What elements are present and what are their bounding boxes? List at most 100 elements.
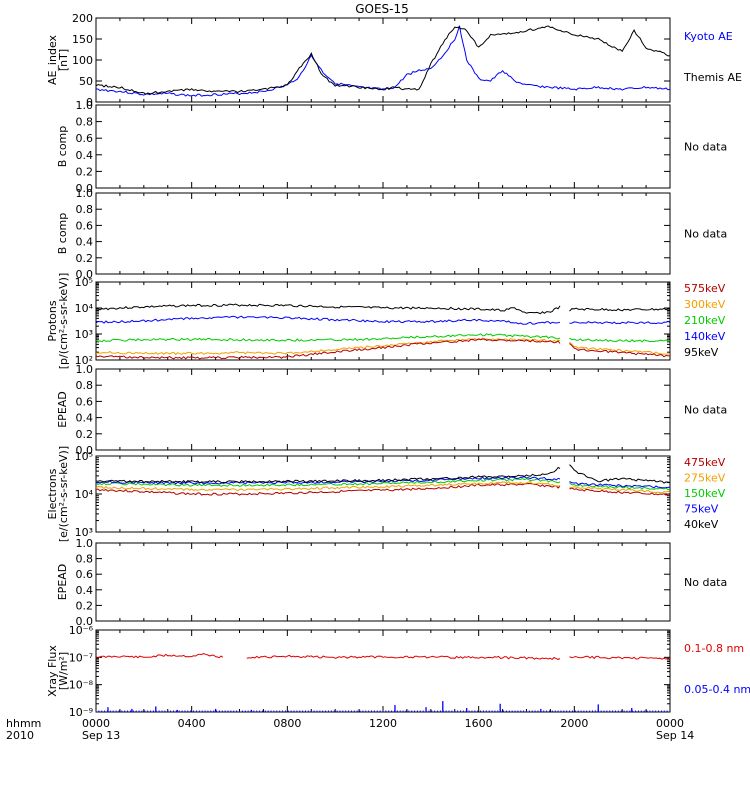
y-tick-label: 100: [72, 54, 93, 67]
panel-frame: [95, 629, 671, 713]
panel-frame: [95, 281, 671, 361]
y-axis-label: EPEAD: [56, 564, 69, 601]
panel-frame: [95, 192, 671, 275]
series-140kev-seg-1: [569, 320, 671, 325]
legend-entry-40kev: 40keV: [684, 518, 719, 531]
y-axis-label: AE_index: [46, 34, 59, 85]
legend-entry-150kev: 150keV: [684, 487, 726, 500]
series-475kev-seg-1: [569, 487, 671, 496]
y-tick-label: 0.8: [76, 203, 94, 216]
y-tick-label: 0.2: [76, 252, 94, 265]
series-300kev-seg-1: [569, 341, 670, 355]
y-axis-label: EPEAD: [56, 391, 69, 428]
y-tick-label: 0.2: [76, 428, 94, 441]
y-tick-label: 10⁵: [75, 276, 93, 289]
y-axis-label: [W/m²]: [57, 652, 70, 690]
y-axis-label: Protons: [46, 300, 59, 341]
series-575kev: [95, 338, 671, 360]
series-275kev-seg-1: [569, 486, 671, 494]
panel-b1: 0.0 0.2 0.4 0.6 0.8 1.0 B comp No data: [56, 99, 727, 195]
y-tick-label: 10⁻⁹: [69, 706, 93, 719]
y-tick-label: 10³: [75, 328, 93, 341]
y-axis-label: B comp: [56, 213, 69, 255]
y-tick-label: 0.8: [76, 553, 94, 566]
y-tick-label: 0.6: [76, 395, 94, 408]
series-0-05-0-4-nm: [95, 701, 668, 712]
series-275kev-seg-0: [95, 481, 561, 492]
y-tick-label: 1.0: [76, 537, 94, 550]
series-kyoto-ae: [96, 25, 671, 97]
series-75kev-seg-0: [95, 476, 561, 485]
x-corner-label-hhmm: hhmm: [6, 717, 41, 730]
series-140kev: [95, 315, 671, 325]
y-axis-label: Xray Flux: [46, 645, 59, 697]
legend-entry-575kev: 575keV: [684, 282, 726, 295]
y-tick-label: 0.6: [76, 219, 94, 232]
x-tick-label: 1200: [369, 717, 397, 730]
series-150kev: [95, 478, 671, 491]
y-tick-label: 10⁴: [75, 302, 94, 315]
legend-entry-275kev: 275keV: [684, 472, 726, 485]
legend-entry-kyoto-ae: Kyoto AE: [684, 30, 733, 43]
series-275kev: [95, 481, 671, 494]
y-tick-label: 0.4: [76, 236, 94, 249]
y-tick-label: 10⁴: [75, 488, 94, 501]
y-axis-label: B comp: [56, 126, 69, 168]
panel-electrons: 10³ 10⁴ 10⁵ Electrons[e/(cm²-s-sr-keV)] 475k…: [46, 446, 726, 542]
series-40kev-seg-1: [569, 464, 671, 484]
legend-entry-475kev: 475keV: [684, 456, 726, 469]
no-data-label: No data: [684, 141, 727, 154]
y-tick-label: 1.0: [76, 187, 94, 200]
series-475kev: [95, 482, 671, 496]
y-tick-label: 0.0: [76, 182, 94, 195]
x-tick-label: 0800: [273, 717, 301, 730]
panel-epead1: 0.0 0.2 0.4 0.6 0.8 1.0 EPEAD No data: [56, 363, 727, 457]
series-0-1-0-8-nm: [95, 653, 671, 661]
y-tick-label: 0.4: [76, 584, 94, 597]
y-tick-label: 0.6: [76, 132, 94, 145]
series-themis-ae: [95, 25, 671, 95]
y-tick-label: 0.0: [76, 268, 94, 281]
series-475kev-seg-0: [95, 482, 561, 496]
series-210kev: [95, 333, 671, 343]
y-tick-label: 10⁻⁶: [69, 624, 94, 637]
series-themis-ae-seg-0: [95, 25, 671, 95]
series-575kev-seg-1: [569, 343, 671, 358]
x-corner-label-year: 2010: [6, 729, 34, 742]
x-tick-label: 0400: [178, 717, 206, 730]
panel-frame: [95, 455, 671, 533]
y-axis-label: [e/(cm²-s-sr-keV)]: [57, 446, 70, 542]
chart-title: GOES-15: [355, 2, 409, 16]
series-95kev-seg-0: [95, 303, 561, 315]
series-kyoto-ae-seg-0: [96, 25, 671, 97]
y-tick-label: 10⁻⁷: [69, 651, 93, 664]
y-tick-label: 0.0: [76, 444, 94, 457]
series-40kev: [95, 464, 671, 484]
series-575kev-seg-0: [95, 338, 561, 360]
panel-frame: [95, 542, 671, 622]
x-tick-label: 0000: [656, 717, 684, 730]
no-data-label: No data: [684, 576, 727, 589]
series-150kev-seg-1: [569, 482, 671, 491]
y-tick-label: 0: [86, 96, 93, 109]
panel-xray: 10⁻⁹ 10⁻⁸ 10⁻⁷ 10⁻⁶ Xray Flux[W/m²] 0.1-0.8 n…: [46, 624, 750, 719]
legend-entry-95kev: 95keV: [684, 346, 719, 359]
y-tick-label: 0.8: [76, 116, 94, 129]
y-axis-label: [p/(cm²-s-sr-keV)]: [57, 273, 70, 370]
legend-entry-300kev: 300keV: [684, 298, 726, 311]
y-tick-label: 0.2: [76, 599, 94, 612]
y-tick-label: 0.2: [76, 165, 94, 178]
y-tick-label: 10³: [75, 526, 93, 539]
panel-frame: [95, 104, 671, 189]
x-axis: hhmm 2010 Sep 13 Sep 14 0000 0400 0800 1200…: [6, 717, 694, 742]
legend-entry-themis-ae: Themis AE: [683, 71, 742, 84]
series-300kev: [95, 337, 670, 356]
panel-protons: 10² 10³ 10⁴ 10⁵ Protons[p/(cm²-s-sr-keV)] 575…: [46, 273, 726, 370]
series-300kev-seg-0: [95, 337, 561, 356]
panels: 0 50 100 150 200 AE_index[nT] Kyoto AE Themis A…: [46, 12, 750, 719]
y-tick-label: 10²: [75, 354, 93, 367]
series-140kev-seg-0: [95, 315, 561, 325]
series-75kev-seg-1: [569, 481, 671, 489]
series-0-1-0-8-nm-part2-seg-0: [569, 655, 671, 660]
series-210kev-seg-1: [569, 337, 671, 343]
